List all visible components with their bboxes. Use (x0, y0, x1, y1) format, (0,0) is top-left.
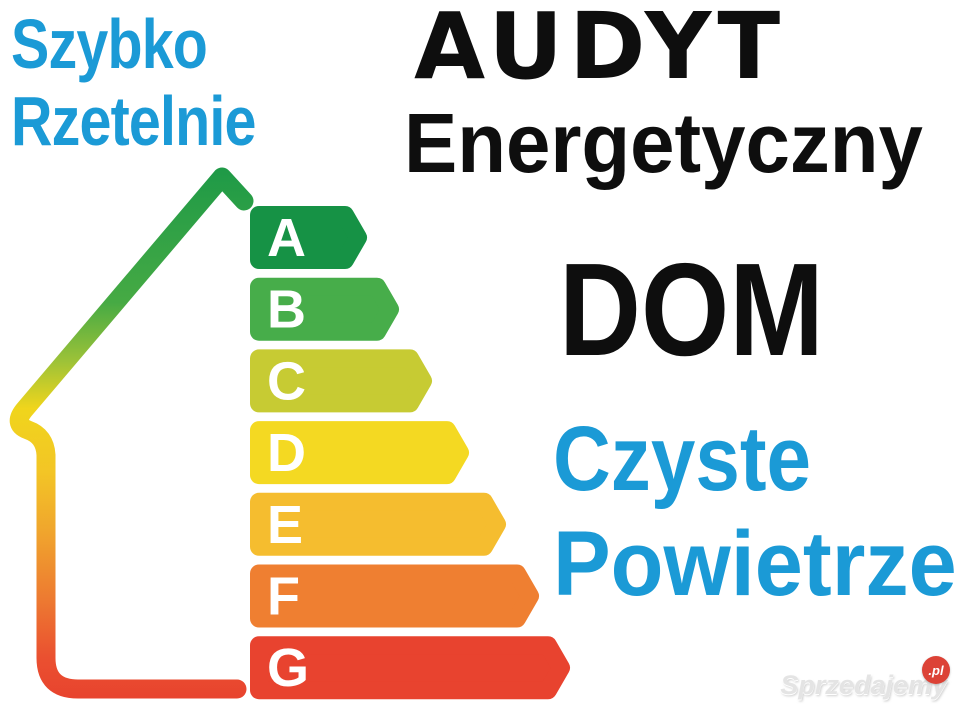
subject-dom: DOM (559, 236, 824, 383)
watermark-pl-badge: .pl (922, 656, 950, 684)
title-energetyczny: Energetyczny (404, 96, 923, 190)
energy-bar-A (250, 206, 367, 269)
energy-bar-letter-C: C (267, 351, 306, 411)
program-powietrze: Powietrze (553, 513, 957, 615)
house-outline-gradient (9, 167, 254, 699)
energy-bar-letter-E: E (267, 495, 303, 555)
watermark: Sprzedajemy .pl (780, 656, 950, 702)
title-audyt: AUDYT (414, 0, 787, 100)
tagline-line1: Szybko (11, 5, 208, 83)
energy-bar-letter-F: F (267, 567, 300, 627)
tagline-line2: Rzetelnie (11, 82, 256, 160)
energy-bar-E (250, 492, 506, 556)
energy-bar-C (250, 349, 432, 413)
energy-bar-F (250, 564, 539, 628)
program-czyste: Czyste (553, 408, 812, 510)
energy-bar-letter-D: D (267, 423, 306, 483)
energy-bar-letter-G: G (267, 638, 309, 698)
energy-bar-D (250, 421, 469, 485)
energy-bar-letter-B: B (267, 280, 306, 340)
watermark-text: Sprzedajemy (780, 670, 947, 700)
energy-bar-B (250, 277, 399, 341)
energy-bar-letter-A: A (267, 208, 306, 268)
energy-bar-G (250, 636, 570, 700)
